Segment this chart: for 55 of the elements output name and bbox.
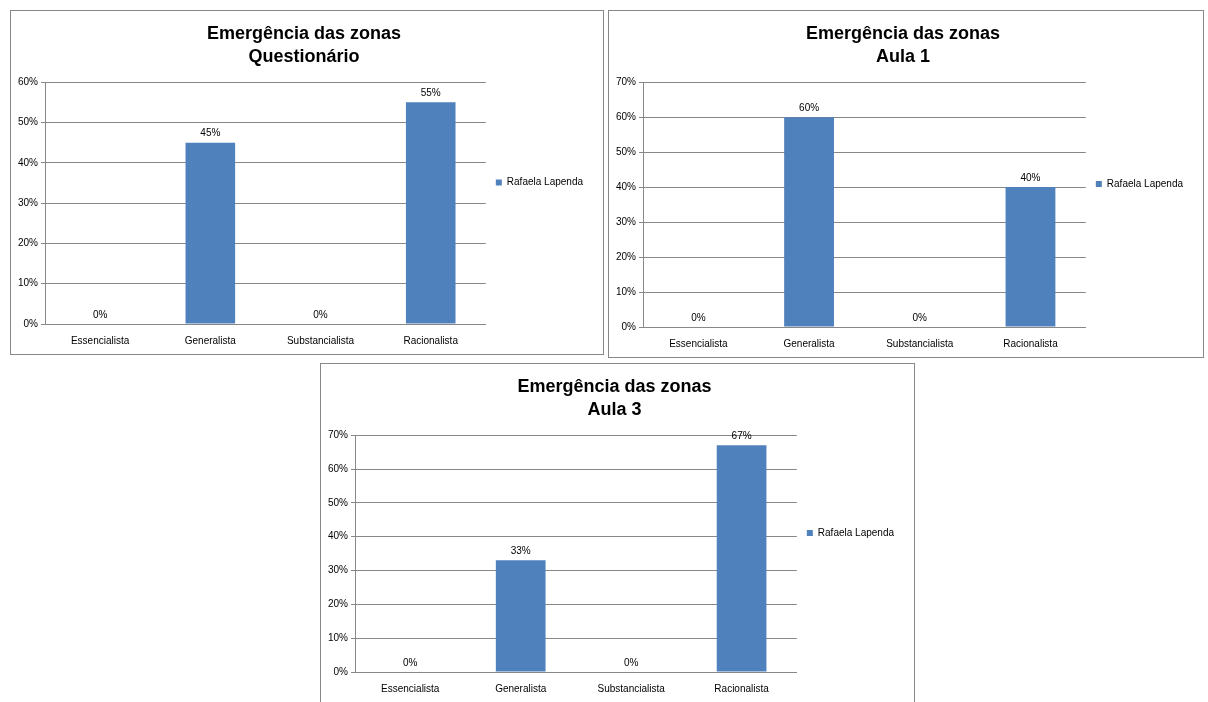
data-label: 0% [313,308,328,320]
data-label: 33% [510,545,531,557]
x-tick-label: Generalista [783,337,836,349]
x-tick-label: Essencialista [381,682,440,694]
y-tick-label: 60% [616,110,637,122]
x-tick-label: Substancialista [286,334,355,346]
x-tick-label: Generalista [495,682,547,694]
x-tick-label: Racionalista [403,334,459,346]
y-tick-label: 40% [616,180,637,192]
y-tick-label: 30% [328,564,349,576]
y-tick-label: 30% [18,196,39,208]
chart-subtitle: Aula 3 [587,399,642,420]
x-tick-label: Essencialista [669,337,728,349]
chart-title: Emergência das zonas [517,375,712,396]
chart-title: Emergência das zonas [805,22,1001,43]
data-label: 60% [799,101,820,113]
data-label: 67% [731,430,752,442]
y-tick-label: 10% [328,631,349,643]
chart-subtitle: Questionário [248,46,360,67]
x-tick-label: Racionalista [714,682,770,694]
y-tick-label: 20% [18,237,39,249]
chart-title: Emergência das zonas [206,22,402,43]
legend-label: Rafaela Lapenda [1106,177,1184,189]
y-tick-label: 70% [616,75,637,87]
y-tick-label: 70% [328,428,349,440]
y-tick-label: 0% [621,320,637,332]
y-tick-label: 10% [18,277,39,289]
data-label: 40% [1020,171,1041,183]
chart-subtitle: Aula 1 [875,46,931,67]
x-tick-label: Racionalista [1003,337,1059,349]
y-tick-label: 0% [333,665,349,677]
y-tick-label: 0% [23,317,39,329]
x-tick-label: Substancialista [597,682,666,694]
data-label: 0% [92,308,108,320]
y-tick-label: 50% [18,116,39,128]
y-tick-label: 10% [616,285,637,297]
data-label: 55% [420,87,441,99]
data-label: 0% [691,311,706,323]
x-tick-label: Substancialista [886,337,954,349]
y-tick-label: 50% [616,145,637,157]
data-label: 45% [200,127,221,139]
y-tick-label: 20% [616,250,637,262]
legend-label: Rafaela Lapenda [817,526,895,538]
y-tick-label: 40% [18,156,39,168]
y-tick-label: 50% [328,496,349,508]
x-tick-label: Generalista [184,334,237,346]
data-label: 0% [403,656,418,668]
y-tick-label: 40% [328,530,349,542]
legend-label: Rafaela Lapenda [506,176,584,188]
x-tick-label: Essencialista [70,334,130,346]
y-tick-label: 60% [328,462,349,474]
y-tick-label: 60% [18,75,39,87]
y-tick-label: 20% [328,598,349,610]
data-label: 0% [912,311,928,323]
y-tick-label: 30% [616,215,637,227]
